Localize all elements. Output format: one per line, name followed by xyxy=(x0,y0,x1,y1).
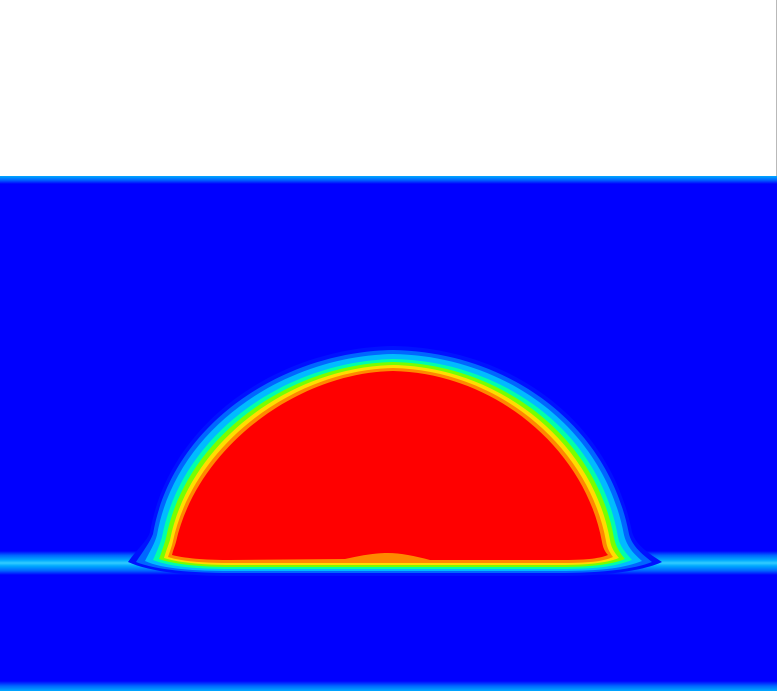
droplet-core xyxy=(172,371,608,560)
empty-upper-region xyxy=(0,0,777,176)
domain-top-edge xyxy=(0,176,777,184)
droplet xyxy=(128,346,662,576)
domain-bottom-edge xyxy=(0,681,777,691)
